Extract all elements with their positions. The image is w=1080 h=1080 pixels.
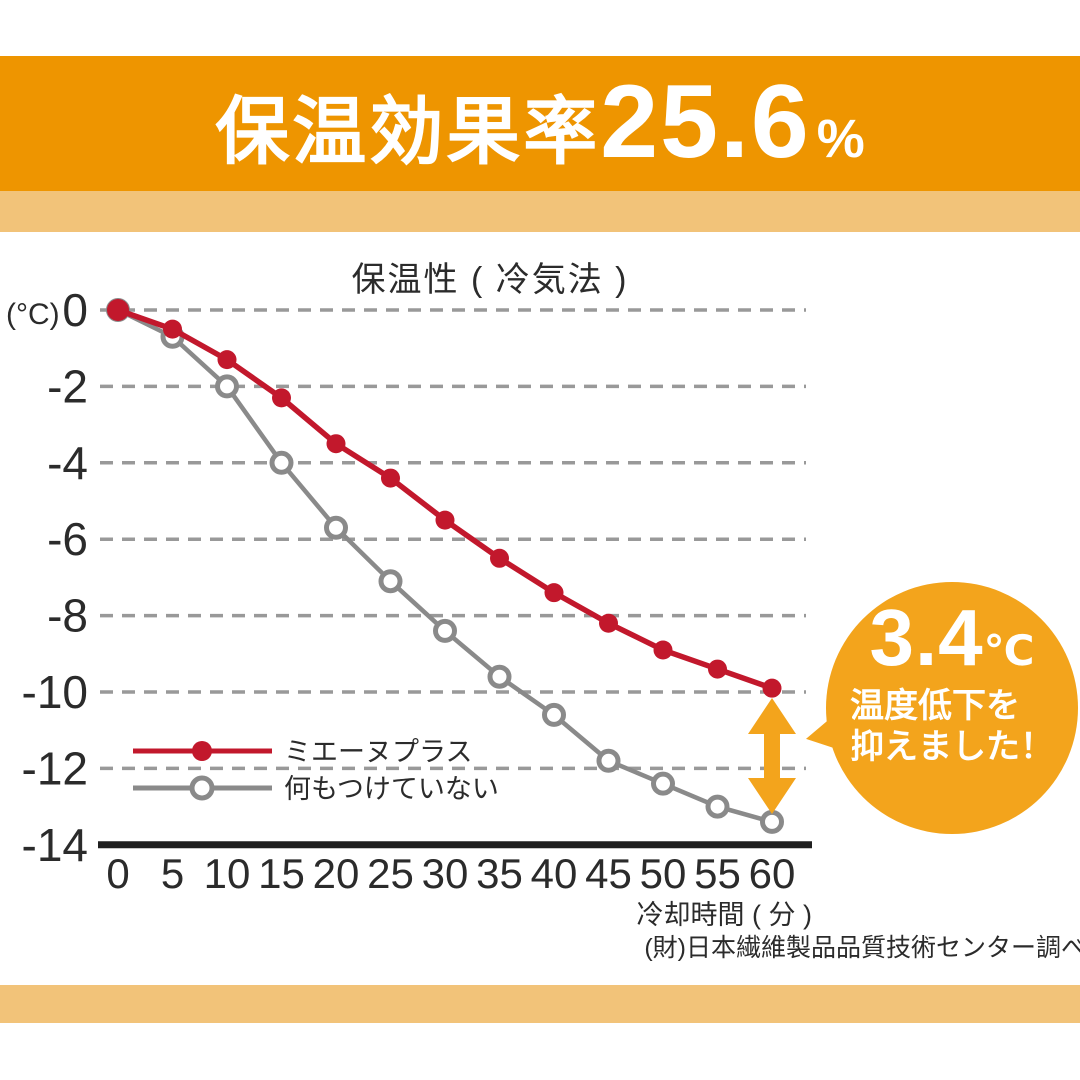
x-tick-label: 60 [749,850,796,897]
y-axis-unit-label: (°C) [6,298,60,331]
data-point-filled [163,319,182,339]
legend-marker-open [189,775,215,801]
accent-band-top [0,191,1080,232]
data-point-open [542,702,566,727]
callout-value: 3.4 [869,593,984,682]
x-tick-label: 20 [313,850,360,897]
x-tick-label: 30 [422,850,469,897]
data-point-open [378,569,403,594]
x-tick-label: 45 [585,850,632,897]
data-point-filled [490,548,509,568]
callout-message: 温度低下を 抑えました！ [850,686,1054,769]
legend-marker-filled [192,741,212,761]
y-tick-label: -2 [47,360,88,412]
x-tick-label: 55 [694,850,741,897]
x-tick-label: 0 [106,850,129,897]
data-point-filled [653,640,673,660]
data-point-filled [217,350,237,370]
data-point-filled [381,468,400,488]
data-point-open [433,618,457,643]
y-tick-label: 0 [62,284,88,336]
legend-label: ミエーヌプラス [284,737,472,767]
x-tick-label: 50 [640,850,687,897]
data-point-open [705,794,730,819]
y-tick-label: -14 [22,819,88,871]
x-tick-label: 25 [367,850,414,897]
x-tick-label: 15 [258,850,305,897]
data-point-open [651,771,675,796]
data-point-open [760,809,784,834]
x-tick-label: 5 [161,850,184,897]
data-point-filled [708,659,727,679]
x-tick-label: 35 [476,850,523,897]
callout-unit: ℃ [983,627,1035,674]
banner-title-unit: % [816,109,865,169]
callout-line2: 抑えました！ [850,728,1054,767]
y-tick-label: -12 [22,742,88,794]
data-point-filled [544,583,564,603]
callout-bubble: 3.4℃ 温度低下を 抑えました！ [806,582,1078,834]
y-tick-label: -10 [22,666,88,718]
y-tick-label: -4 [47,437,88,489]
data-point-open [215,374,239,399]
legend-label: 何もつけていない [284,774,499,804]
callout-line1: 温度低下を [850,687,1020,725]
data-point-open [487,664,512,689]
y-tick-label: -6 [47,513,88,565]
x-tick-label: 10 [204,850,251,897]
data-point-filled [599,613,618,633]
data-point-open [269,450,294,475]
chart-title: 保温性 ( 冷気法 ) [351,261,629,299]
banner-title-text: 保温効果率 [215,90,601,173]
y-tick-label: -8 [47,590,88,642]
data-point-filled [107,299,129,321]
accent-band-bottom [0,985,1080,1023]
x-axis-label: 冷却時間 ( 分 ) [637,900,813,930]
data-point-filled [326,434,346,454]
data-point-open [596,748,621,773]
data-point-filled [435,510,455,530]
title-banner: 保温効果率 25.6% [0,56,1080,191]
data-point-filled [762,678,782,698]
callout-value-line: 3.4℃ [869,598,1034,678]
source-note: (財)日本繊維製品品質技術センター調べ [644,934,1080,962]
x-tick-label: 40 [531,850,578,897]
data-point-open [324,515,348,540]
banner-title-value: 25.6 [600,64,811,180]
data-point-filled [272,388,291,408]
temperature-gap-arrow [748,698,796,814]
